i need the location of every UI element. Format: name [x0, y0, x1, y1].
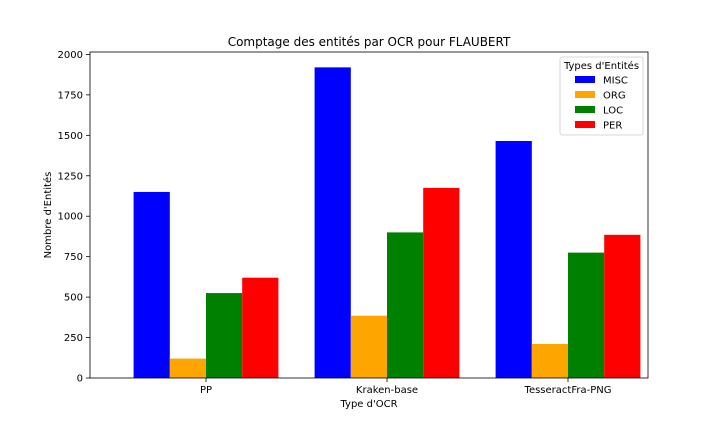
- bar-loc-tesseractfra-png: [568, 252, 605, 378]
- bars-group: [133, 67, 641, 379]
- legend-title: Types d'Entités: [563, 60, 639, 72]
- legend-label-per: PER: [603, 121, 622, 132]
- legend-swatch-org: [575, 91, 595, 98]
- y-axis-label: Nombre d'Entités: [42, 172, 54, 259]
- y-tick-label: 1750: [58, 90, 83, 101]
- legend-swatch-loc: [575, 106, 595, 113]
- legend-swatch-per: [575, 121, 595, 128]
- legend-items: MISC ORG LOC PER: [575, 76, 628, 132]
- x-tick-label: PP: [200, 385, 212, 396]
- bar-per-tesseractfra-png: [604, 234, 641, 378]
- bar-misc-pp: [133, 191, 170, 378]
- bar-per-kraken-base: [423, 187, 460, 378]
- bar-org-tesseractfra-png: [531, 344, 568, 378]
- legend-swatch-misc: [575, 76, 595, 83]
- x-axis-label: Type d'OCR: [339, 399, 397, 410]
- legend-label-misc: MISC: [603, 76, 628, 87]
- y-tick-label: 250: [64, 333, 83, 344]
- plot-frame: [89, 51, 649, 379]
- y-tick-label: 1250: [58, 171, 83, 182]
- y-tick-label: 2000: [58, 50, 83, 61]
- bar-org-pp: [169, 358, 206, 378]
- legend: Types d'Entités MISC ORG LOC PER: [559, 56, 644, 136]
- bar-misc-kraken-base: [314, 67, 351, 379]
- y-axis: 0 250 500 750 1000 1250 1500 1750 2000: [58, 50, 90, 385]
- chart-title: Comptage des entités par OCR pour FLAUBE…: [228, 35, 511, 49]
- bar-per-pp: [242, 277, 279, 378]
- x-tick-label: TesseractFra-PNG: [524, 385, 612, 396]
- bar-loc-kraken-base: [387, 232, 424, 378]
- y-tick-label: 750: [64, 252, 83, 263]
- bar-loc-pp: [206, 293, 243, 378]
- y-tick-label: 500: [64, 293, 83, 304]
- legend-label-loc: LOC: [603, 106, 623, 117]
- bar-misc-tesseractfra-png: [495, 140, 532, 378]
- bar-org-kraken-base: [350, 315, 387, 378]
- x-tick-label: Kraken-base: [356, 385, 418, 396]
- y-tick-label: 1500: [58, 131, 83, 142]
- y-tick-label: 0: [77, 374, 83, 385]
- y-tick-label: 1000: [58, 212, 83, 223]
- x-axis: PP Kraken-base TesseractFra-PNG: [200, 378, 612, 396]
- legend-label-org: ORG: [603, 91, 626, 102]
